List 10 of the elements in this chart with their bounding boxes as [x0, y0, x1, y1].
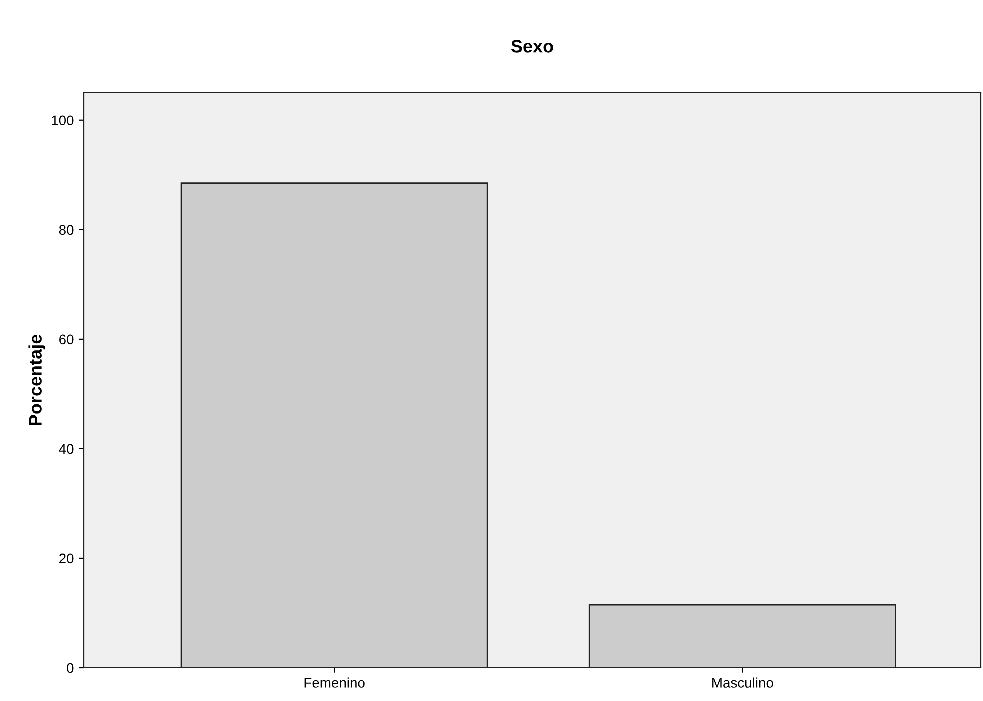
y-tick-label: 0 — [67, 663, 74, 674]
chart-title: Sexo — [511, 40, 554, 53]
x-tick-label: Masculino — [712, 678, 774, 688]
y-tick-label: 100 — [52, 116, 74, 126]
y-tick-label: 20 — [60, 554, 74, 564]
y-axis-title: Porcentaje — [28, 334, 46, 426]
y-tick-label: 60 — [60, 334, 74, 345]
y-tick-label: 40 — [59, 444, 74, 454]
x-tick-label: Femenino — [304, 678, 365, 688]
y-tick-label: 80 — [59, 225, 74, 236]
